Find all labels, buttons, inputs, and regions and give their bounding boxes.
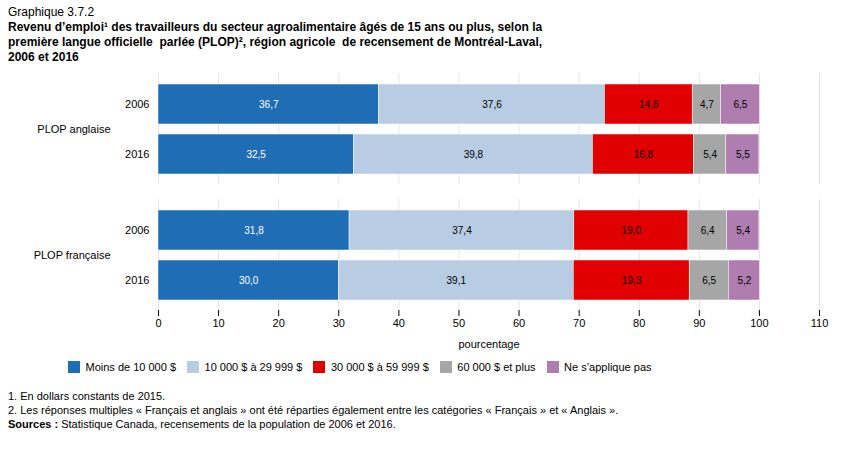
svg-text:pourcentage: pourcentage [458,338,519,350]
svg-text:31,8: 31,8 [244,225,264,236]
svg-text:14,6: 14,6 [639,99,659,110]
svg-text:80: 80 [633,317,645,329]
svg-text:5,5: 5,5 [736,149,750,160]
svg-text:90: 90 [693,317,705,329]
svg-text:30,0: 30,0 [239,275,259,286]
svg-text:2006: 2006 [125,224,149,236]
svg-text:40: 40 [393,317,405,329]
html-text:Revenu d’emploi¹ des travaille: Revenu d’emploi¹ des travailleurs du sec… [8,20,543,34]
svg-text:50: 50 [453,317,465,329]
html-text:Ne s’applique pas: Ne s’applique pas [564,360,652,373]
svg-text:4,7: 4,7 [700,99,714,110]
svg-text:110: 110 [811,317,829,329]
svg-text:PLOP française: PLOP française [34,249,111,261]
html-text:30 000 $ à 59 999 $: 30 000 $ à 59 999 $ [330,360,429,373]
html-text:1. En dollars constants de 201: 1. En dollars constants de 2015. [8,389,166,402]
svg-text:19,0: 19,0 [622,225,642,236]
svg-text:39,1: 39,1 [447,275,467,286]
svg-text:5,4: 5,4 [703,149,717,160]
svg-text:2006: 2006 [125,98,149,110]
svg-text:2016: 2016 [125,274,149,286]
svg-text:39,8: 39,8 [464,149,484,160]
svg-text:16,8: 16,8 [634,149,654,160]
html-text:Sources : Statistique Canada,: Sources : Statistique Canada, recensemen… [8,417,396,430]
html-text:60 000 $ et plus: 60 000 $ et plus [457,360,536,373]
svg-text:37,6: 37,6 [482,99,502,110]
svg-text:32,5: 32,5 [246,149,266,160]
svg-text:5,2: 5,2 [737,275,751,286]
svg-text:100: 100 [750,317,768,329]
svg-text:19,3: 19,3 [622,275,642,286]
svg-text:PLOP anglaise: PLOP anglaise [37,123,110,135]
html-text:10 000 $ à 29 999 $: 10 000 $ à 29 999 $ [204,360,303,373]
html-text:première langue officielle par: première langue officielle parlée (PLOP)… [8,35,543,49]
svg-text:36,7: 36,7 [259,99,279,110]
svg-text:37,4: 37,4 [452,225,472,236]
svg-text:6,4: 6,4 [701,225,715,236]
svg-text:0: 0 [155,317,161,329]
html-text:Graphique 3.7.2: Graphique 3.7.2 [8,5,95,19]
svg-text:70: 70 [573,317,585,329]
svg-text:6,5: 6,5 [734,99,748,110]
svg-text:10: 10 [212,317,224,329]
svg-text:20: 20 [273,317,285,329]
svg-text:60: 60 [513,317,525,329]
svg-text:5,4: 5,4 [736,225,750,236]
html-text:Moins de 10 000 $: Moins de 10 000 $ [85,360,176,373]
html-text:2. Les réponses multiples « Fr: 2. Les réponses multiples « Français et … [8,403,619,416]
html-text:2006 et 2016: 2006 et 2016 [8,50,79,64]
svg-text:2016: 2016 [125,148,149,160]
svg-text:30: 30 [333,317,345,329]
svg-text:6,5: 6,5 [702,275,716,286]
